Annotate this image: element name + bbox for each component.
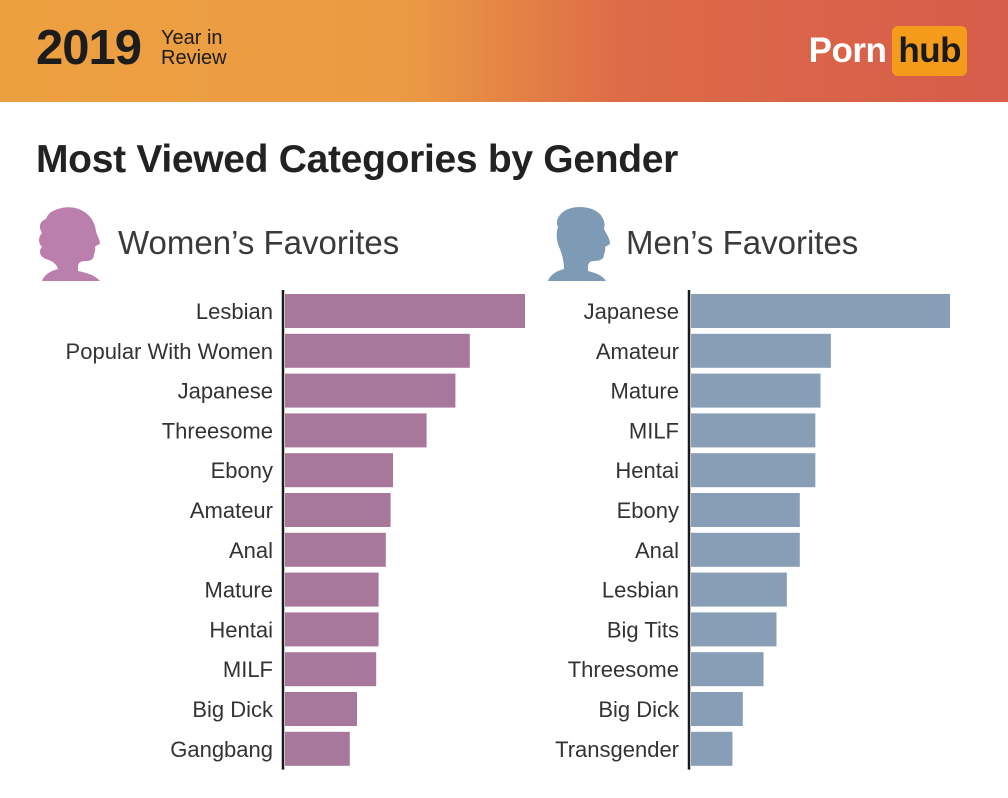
- year-label: 2019: [36, 21, 142, 75]
- women-category-label: Ebony: [211, 458, 273, 483]
- men-category-label: MILF: [629, 418, 679, 443]
- logo-text-left: Porn: [808, 31, 887, 70]
- women-category-label: Big Dick: [192, 697, 274, 722]
- women-bar: [285, 692, 357, 726]
- men-bar: [691, 333, 831, 368]
- women-bar: [285, 731, 350, 766]
- women-category-label: Gangbang: [170, 737, 273, 762]
- men-category-label: Mature: [611, 379, 679, 404]
- men-bar: [691, 373, 821, 408]
- header-banner: 2019 Year in Review Porn hub: [0, 0, 1008, 102]
- brand-logo: Porn hub: [809, 26, 967, 76]
- women-category-label: Mature: [205, 578, 273, 603]
- men-panel-header: Men’s Favorites: [546, 205, 858, 281]
- men-bar: [691, 652, 764, 687]
- men-category-label: Lesbian: [602, 578, 679, 603]
- men-panel-title: Men’s Favorites: [626, 224, 859, 261]
- men-bar: [691, 453, 816, 488]
- men-bar-chart: Japanese Amateur Mature MILF Hentai Ebony Anal…: [555, 290, 950, 770]
- women-category-label: Hentai: [209, 617, 273, 642]
- men-category-label: Threesome: [568, 657, 679, 682]
- men-category-label: Amateur: [596, 339, 679, 364]
- men-bar: [691, 692, 743, 726]
- subtitle-line-1: Year in: [161, 27, 223, 49]
- women-bar: [285, 453, 393, 488]
- women-panel-header: Women’s Favorites: [36, 205, 399, 281]
- year-in-review-label: Year in Review: [161, 28, 227, 68]
- men-category-label: Anal: [635, 538, 679, 563]
- men-bar: [691, 493, 800, 527]
- woman-silhouette-shape: [39, 207, 100, 281]
- women-category-label: Anal: [229, 538, 273, 563]
- women-bar: [285, 413, 427, 448]
- women-category-label: Threesome: [162, 418, 273, 443]
- men-bar: [691, 294, 950, 328]
- men-category-label: Japanese: [584, 299, 679, 324]
- women-bar: [285, 493, 391, 527]
- men-category-label: Big Tits: [607, 617, 679, 642]
- women-category-label: Popular With Women: [66, 339, 273, 364]
- women-bar: [285, 572, 379, 607]
- men-category-label: Transgender: [555, 737, 679, 762]
- women-bar-chart: Lesbian Popular With Women Japanese Threeso…: [66, 290, 525, 770]
- men-bar: [691, 532, 800, 567]
- woman-silhouette-icon: [39, 207, 100, 281]
- women-category-label: MILF: [223, 657, 273, 682]
- logo-text-right: hub: [892, 26, 967, 76]
- men-category-label: Big Dick: [598, 697, 680, 722]
- category-bar-charts: Lesbian Popular With Women Japanese Threeso…: [66, 290, 950, 770]
- women-category-label: Lesbian: [196, 299, 273, 324]
- women-category-label: Amateur: [190, 498, 273, 523]
- women-panel-title: Women’s Favorites: [118, 224, 400, 261]
- women-bar: [285, 373, 456, 408]
- men-bar: [691, 731, 733, 766]
- women-bar: [285, 333, 470, 368]
- women-category-label: Japanese: [178, 379, 273, 404]
- men-category-label: Ebony: [617, 498, 679, 523]
- page-title: Most Viewed Categories by Gender: [36, 138, 679, 181]
- women-bar: [285, 532, 386, 567]
- man-silhouette-shape: [548, 207, 610, 281]
- men-bar: [691, 612, 777, 647]
- women-bar: [285, 652, 377, 687]
- subtitle-line-2: Review: [161, 47, 227, 69]
- men-bar: [691, 572, 787, 607]
- men-bar: [691, 413, 816, 448]
- women-bar: [285, 612, 379, 647]
- women-bar: [285, 294, 525, 328]
- men-category-label: Hentai: [615, 458, 679, 483]
- man-silhouette-icon: [548, 207, 610, 281]
